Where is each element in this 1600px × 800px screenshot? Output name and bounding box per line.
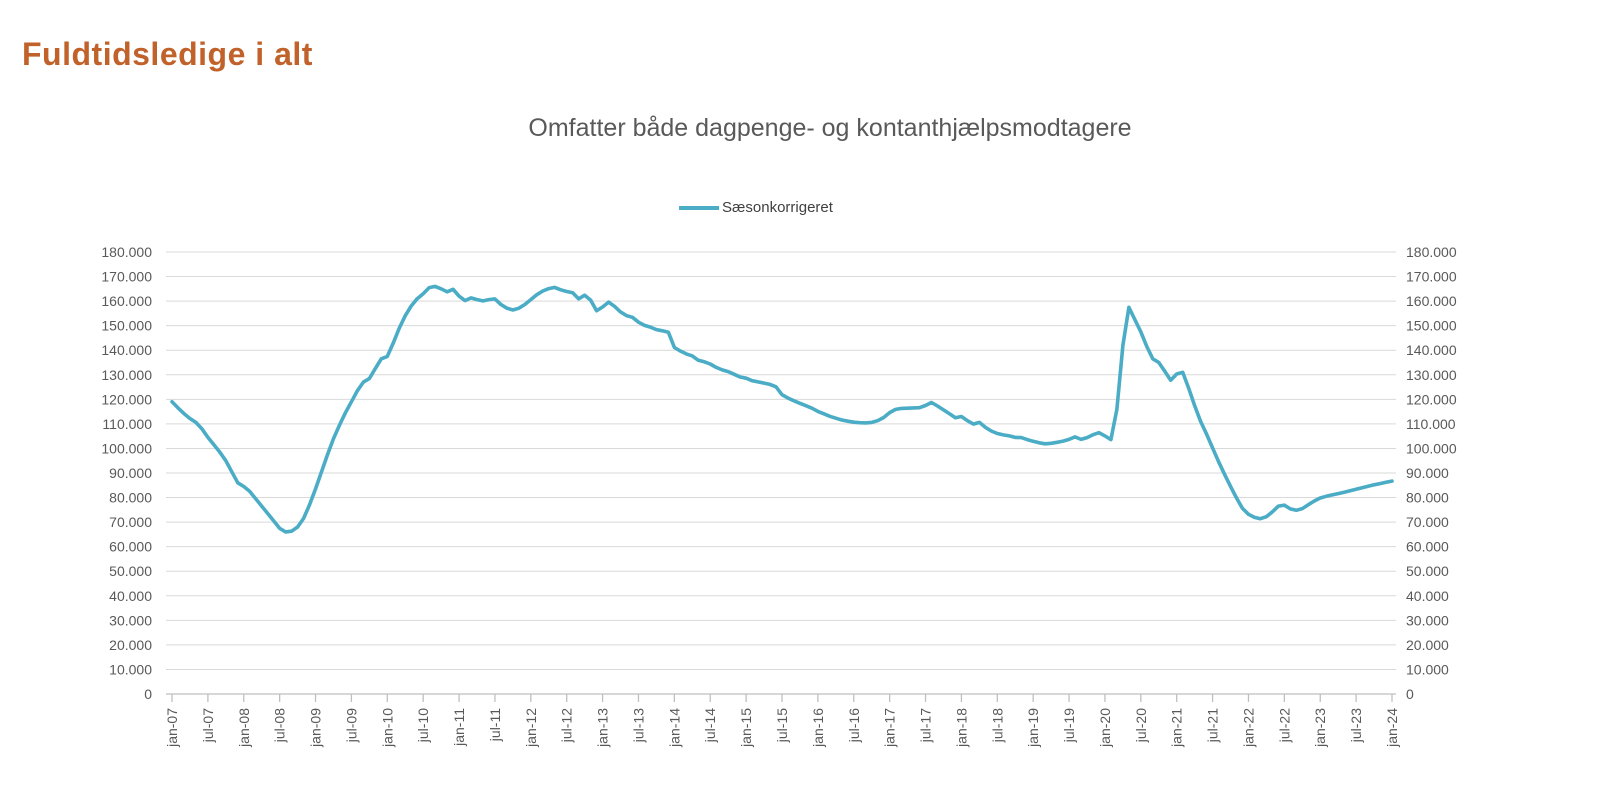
y-axis-label-right: 30.000 (1406, 612, 1449, 628)
y-axis-label-left: 100.000 (101, 440, 152, 456)
y-axis-label-left: 130.000 (101, 367, 152, 383)
legend-line-icon (679, 205, 720, 210)
x-axis-label: jul-18 (989, 708, 1005, 743)
x-axis-label: jul-13 (630, 708, 646, 743)
y-axis-label-right: 130.000 (1406, 367, 1457, 383)
x-axis-label: jul-21 (1205, 708, 1221, 743)
x-axis-label: jul-10 (415, 708, 431, 743)
y-axis-label-right: 90.000 (1406, 465, 1449, 481)
y-axis-label-right: 0 (1406, 686, 1414, 702)
y-axis-label-right: 40.000 (1406, 588, 1449, 604)
x-axis-label: jul-08 (272, 708, 288, 743)
x-axis-label: jan-18 (953, 708, 969, 748)
y-axis-label-right: 20.000 (1406, 637, 1449, 653)
x-axis-label: jul-16 (846, 708, 862, 743)
legend: Sæsonkorrigeret (679, 199, 833, 216)
y-axis-label-left: 20.000 (109, 637, 152, 653)
x-axis-label: jul-07 (200, 708, 216, 743)
y-axis-label-left: 40.000 (109, 588, 152, 604)
x-axis-label: jan-21 (1169, 708, 1185, 748)
chart-subtitle: Omfatter både dagpenge- og kontanthjælps… (528, 114, 1132, 142)
x-axis-label: jul-20 (1133, 708, 1149, 743)
x-axis-label: jul-12 (559, 708, 575, 743)
legend-label: Sæsonkorrigeret (722, 199, 833, 216)
y-axis-label-right: 10.000 (1406, 661, 1449, 677)
y-axis-label-right: 140.000 (1406, 342, 1457, 358)
x-axis-label: jan-07 (164, 708, 180, 748)
x-axis-label: jul-19 (1061, 708, 1077, 743)
y-axis-label-left: 50.000 (109, 563, 152, 579)
x-axis-label: jan-13 (595, 708, 611, 748)
x-axis-label: jan-14 (666, 708, 682, 748)
y-axis-label-left: 0 (144, 686, 152, 702)
series-line-saesonkorrigeret (170, 284, 1394, 534)
y-axis-label-right: 100.000 (1406, 440, 1457, 456)
x-axis-label: jan-22 (1240, 708, 1256, 748)
y-axis-label-right: 50.000 (1406, 563, 1449, 579)
y-axis-label-left: 140.000 (101, 342, 152, 358)
y-axis-label-left: 90.000 (109, 465, 152, 481)
x-axis-label: jul-15 (774, 708, 790, 743)
x-axis-label: jan-09 (308, 708, 324, 748)
y-axis-label-left: 180.000 (101, 244, 152, 260)
y-axis-label-left: 150.000 (101, 318, 152, 334)
y-axis-label-right: 80.000 (1406, 490, 1449, 506)
y-axis-label-right: 150.000 (1406, 318, 1457, 334)
y-axis-label-right: 60.000 (1406, 539, 1449, 555)
x-axis-label: jan-10 (379, 708, 395, 748)
y-axis-label-left: 80.000 (109, 490, 152, 506)
y-axis-label-left: 120.000 (101, 391, 152, 407)
x-axis-label: jan-16 (810, 708, 826, 748)
y-axis-label-left: 110.000 (102, 416, 152, 432)
x-axis-label: jan-23 (1312, 708, 1328, 748)
y-axis-label-right: 110.000 (1406, 416, 1456, 432)
x-axis-label: jul-11 (487, 708, 503, 742)
x-axis-label: jul-17 (918, 708, 934, 743)
page-title: Fuldtidsledige i alt (22, 36, 313, 72)
x-axis-label: jul-14 (702, 708, 718, 743)
x-axis-label: jan-24 (1384, 708, 1400, 748)
x-axis-label: jan-17 (882, 708, 898, 748)
x-axis-label: jan-19 (1025, 708, 1041, 748)
y-axis-label-right: 120.000 (1406, 391, 1457, 407)
x-axis-label: jan-12 (523, 708, 539, 748)
y-axis-label-right: 70.000 (1406, 514, 1449, 530)
y-axis-label-left: 160.000 (101, 293, 152, 309)
y-axis-label-right: 160.000 (1406, 293, 1457, 309)
x-axis-label: jul-23 (1348, 708, 1364, 743)
y-axis-label-left: 10.000 (109, 661, 152, 677)
x-axis-label: jan-20 (1097, 708, 1113, 748)
x-axis-label: jan-11 (451, 708, 467, 747)
y-axis-label-left: 170.000 (101, 269, 152, 285)
x-axis-label: jan-15 (738, 708, 754, 748)
y-axis-label-right: 180.000 (1406, 244, 1457, 260)
y-axis-label-left: 30.000 (109, 612, 152, 628)
x-axis-label: jul-22 (1276, 708, 1292, 743)
x-axis-label: jul-09 (343, 708, 359, 743)
y-axis-label-right: 170.000 (1406, 269, 1457, 285)
y-axis-label-left: 60.000 (109, 539, 152, 555)
y-axis-label-left: 70.000 (109, 514, 152, 530)
x-axis-label: jan-08 (236, 708, 252, 748)
